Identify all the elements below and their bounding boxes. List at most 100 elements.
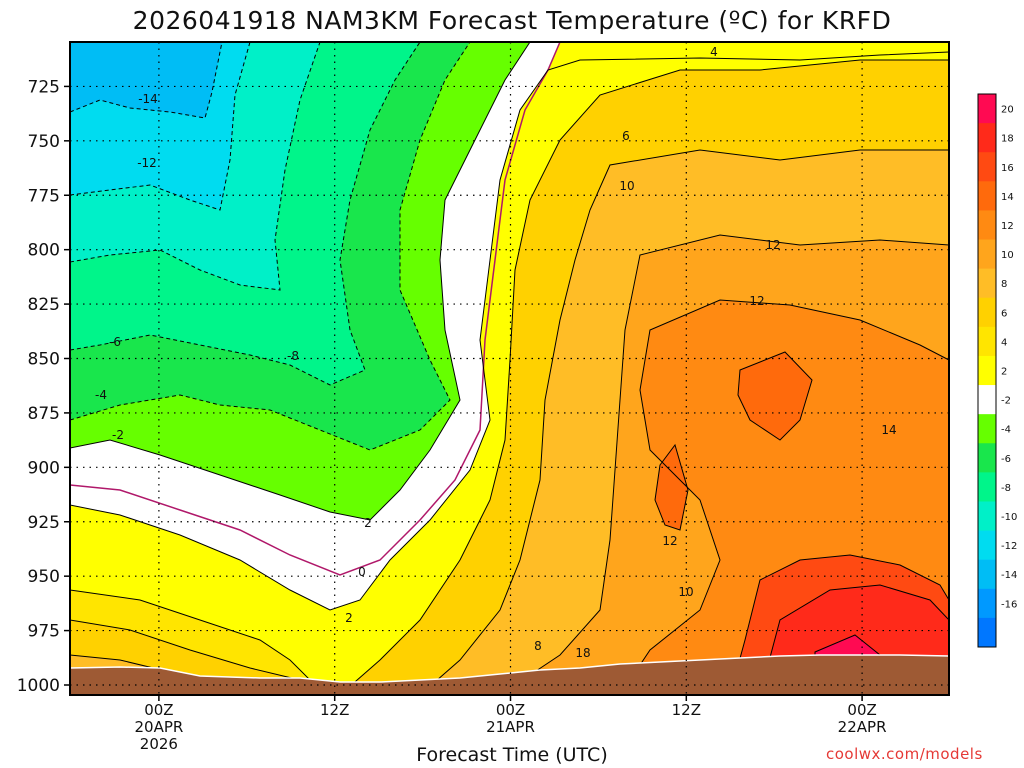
colorbar-label: 20	[1001, 105, 1014, 116]
contour-10	[619, 299, 949, 695]
colorbar-label: 16	[1001, 163, 1014, 174]
y-tick-label: 775	[28, 186, 60, 206]
contour-6	[419, 149, 949, 695]
contour-label: 6	[622, 129, 630, 143]
colorbar-label: 6	[1001, 308, 1007, 319]
contour-neg10	[70, 42, 321, 291]
contour-label: 12	[662, 534, 677, 548]
colorbar-swatch	[978, 443, 996, 473]
x-tick-label: 00Z	[144, 701, 173, 719]
y-tick-label: 850	[28, 350, 60, 370]
contour-zero	[70, 42, 561, 576]
terrain-ground	[70, 655, 949, 695]
y-tick-label: 825	[28, 295, 60, 315]
contour-neg2	[70, 42, 531, 521]
contour-label: 8	[534, 639, 542, 653]
contour-label: 12	[765, 238, 780, 252]
region-near-zero	[70, 42, 560, 610]
region-warm-orange-14	[738, 352, 812, 440]
contour-8	[499, 234, 949, 695]
y-tick-label: 900	[28, 458, 60, 478]
contour-16	[759, 584, 949, 695]
y-tick-label: 950	[28, 567, 60, 587]
x-tick-label: 00Z	[847, 701, 876, 719]
contour-2	[70, 51, 949, 611]
colorbar-swatch	[978, 326, 996, 357]
plot-frame	[69, 41, 950, 696]
colorbar-swatch	[978, 414, 996, 444]
colorbar-swatch	[978, 181, 996, 211]
colorbar-swatch	[978, 297, 996, 328]
colorbar-swatch	[978, 501, 996, 532]
credit-text: coolwx.com/models	[826, 745, 983, 763]
region-warm-orange-14b	[655, 445, 688, 530]
colorbar-label: -6	[1001, 454, 1011, 465]
contour-label: 18	[575, 646, 590, 660]
colorbar-swatch	[978, 268, 996, 299]
colorbar-swatch	[978, 152, 996, 182]
contour-label: -12	[137, 156, 157, 170]
contour-12a	[737, 351, 813, 441]
colorbar-label: -16	[1001, 599, 1017, 610]
colorbar-swatch	[978, 559, 996, 590]
x-tick-label: 20APR	[134, 718, 183, 736]
y-axis: 725 750 775 800 825 850 875 900 925 950 975 1000	[17, 77, 70, 696]
y-tick-label: 750	[28, 132, 60, 152]
contour-label: 2	[364, 516, 372, 530]
colorbar-label: -4	[1001, 425, 1011, 436]
colorbar-label: -14	[1001, 570, 1017, 581]
colorbar-label: -10	[1001, 512, 1017, 523]
colorbar-label: 10	[1001, 250, 1014, 261]
contour-14	[729, 554, 949, 695]
colorbar-swatch	[978, 210, 996, 241]
contour-low-6	[70, 619, 301, 681]
colorbar-swatch	[978, 588, 996, 619]
colorbar-frame	[977, 93, 997, 648]
contour-label: -8	[287, 349, 299, 363]
x-tick-label: 22APR	[838, 718, 887, 736]
colorbar-label: 14	[1001, 192, 1014, 203]
colorbar-swatch	[978, 94, 996, 124]
contour-12b	[654, 443, 689, 531]
y-tick-label: 975	[28, 622, 60, 642]
contour-labels: -14 -12 -6 -8 -4 -2 2 0 2 4 6 10 12 12 14 12 10 8 18	[95, 45, 897, 660]
contour-label: 10	[619, 179, 634, 193]
y-tick-label: 1000	[17, 676, 60, 696]
y-tick-label: 725	[28, 77, 60, 97]
contour-label: -4	[95, 388, 107, 402]
chart-title: 2026041918 NAM3KM Forecast Temperature (…	[132, 6, 892, 35]
colorbar-swatch	[978, 123, 996, 153]
y-tick-label: 800	[28, 241, 60, 261]
contour-neg12	[70, 42, 251, 211]
contour-label: -6	[109, 335, 121, 349]
colorbar-label: 12	[1001, 221, 1014, 232]
colorbar-label: 2	[1001, 367, 1007, 378]
x-tick-label: 00Z	[496, 701, 525, 719]
contour-neg6	[70, 42, 471, 451]
colorbar-swatch	[978, 617, 996, 648]
contour-label: 10	[678, 585, 693, 599]
contour-neg8	[70, 42, 421, 386]
x-tick-label: 12Z	[320, 701, 349, 719]
contour-label: 14	[881, 423, 896, 437]
contour-label: 4	[710, 45, 718, 59]
colorbar-swatch	[978, 385, 996, 415]
contour-label: 0	[358, 565, 366, 579]
colorbar-label: -8	[1001, 483, 1011, 494]
terrain-outline	[70, 654, 949, 683]
colorbar: 20 18 16 14 12 10 8 6 4 2 -2 -4 -6 -8 -10 -12 -14 -16	[977, 93, 1017, 648]
x-axis-label: Forecast Time (UTC)	[416, 744, 608, 766]
contour-label: -2	[112, 428, 124, 442]
x-tick-label: 12Z	[672, 701, 701, 719]
colorbar-label: -2	[1001, 396, 1011, 407]
y-tick-label: 925	[28, 513, 60, 533]
x-tick-label: 21APR	[486, 718, 535, 736]
contour-label: 12	[749, 294, 764, 308]
contour-label: -14	[138, 92, 158, 106]
colorbar-label: 18	[1001, 134, 1014, 145]
colorbar-swatch	[978, 530, 996, 561]
contour-label: 2	[345, 611, 353, 625]
colorbar-label: 8	[1001, 279, 1007, 290]
